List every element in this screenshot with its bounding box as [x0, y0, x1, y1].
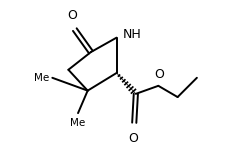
- Text: O: O: [154, 68, 164, 81]
- Text: NH: NH: [123, 28, 142, 41]
- Text: O: O: [67, 9, 77, 22]
- Text: Me: Me: [34, 73, 49, 83]
- Text: Me: Me: [70, 118, 85, 128]
- Text: O: O: [128, 132, 138, 145]
